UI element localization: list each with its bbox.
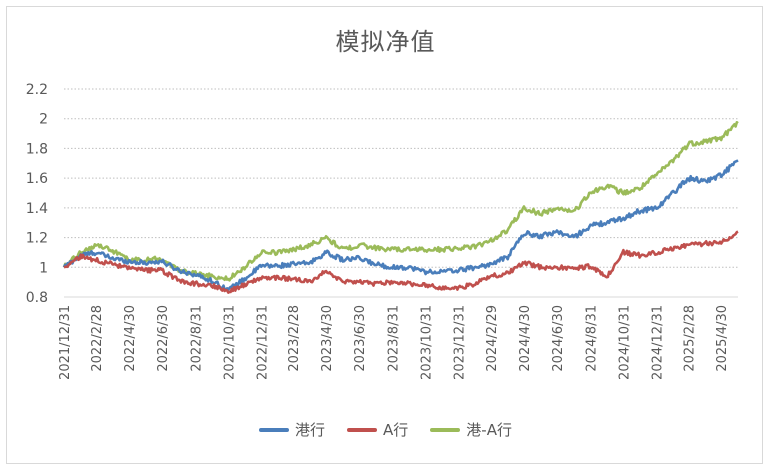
legend-label-hk-a: 港-A行 <box>466 421 512 439</box>
x-tick-label: 2024/6/30 <box>551 305 566 372</box>
x-tick-label: 2022/4/30 <box>123 305 138 372</box>
x-tick-label: 2022/6/30 <box>156 305 171 372</box>
y-tick-label: 1 <box>39 260 48 276</box>
series-line-a <box>63 230 739 294</box>
y-tick-label: 1.6 <box>26 171 48 187</box>
x-tick-label: 2021/12/31 <box>58 305 73 380</box>
legend-item-a: A行 <box>347 419 408 440</box>
y-tick-label: 1.2 <box>26 231 48 247</box>
legend-swatch-hk <box>259 427 290 432</box>
x-tick-label: 2022/10/31 <box>222 305 237 380</box>
x-tick-label: 2023/8/31 <box>387 305 402 372</box>
y-tick-label: 2.2 <box>26 82 48 98</box>
series-line-hk-a <box>62 121 739 282</box>
y-tick-label: 1.8 <box>26 141 48 157</box>
legend-swatch-a <box>347 427 378 432</box>
x-tick-label: 2024/4/30 <box>518 305 533 372</box>
legend-label-hk: 港行 <box>295 421 326 439</box>
legend-swatch-hk-a <box>430 427 461 432</box>
legend-item-hk: 港行 <box>259 419 325 440</box>
series-line-hk <box>62 159 739 292</box>
y-tick-label: 0.8 <box>26 290 48 306</box>
x-tick-label: 2023/2/28 <box>287 305 302 372</box>
x-tick-label: 2023/6/30 <box>353 305 368 372</box>
x-tick-label: 2024/8/31 <box>584 305 599 372</box>
y-tick-label: 2 <box>39 112 48 128</box>
x-tick-label: 2023/4/30 <box>320 305 335 372</box>
x-tick-label: 2025/2/28 <box>682 305 697 372</box>
x-tick-label: 2023/12/31 <box>453 305 468 380</box>
chart-frame <box>6 6 763 464</box>
x-tick-label: 2025/4/30 <box>715 305 730 372</box>
x-tick-label: 2022/8/31 <box>189 305 204 372</box>
chart-legend: 港行 A行 港-A行 <box>0 419 771 440</box>
x-tick-label: 2024/2/29 <box>485 305 500 372</box>
x-tick-label: 2022/12/31 <box>255 305 270 380</box>
chart-title: 模拟净值 <box>335 28 436 56</box>
x-tick-label: 2024/12/31 <box>650 305 665 380</box>
x-tick-label: 2024/10/31 <box>617 305 632 380</box>
legend-label-a: A行 <box>383 421 409 439</box>
x-tick-label: 2023/10/31 <box>420 305 435 380</box>
y-tick-label: 1.4 <box>26 201 48 217</box>
legend-item-hk-a: 港-A行 <box>430 419 512 440</box>
x-tick-label: 2022/2/28 <box>90 305 105 372</box>
